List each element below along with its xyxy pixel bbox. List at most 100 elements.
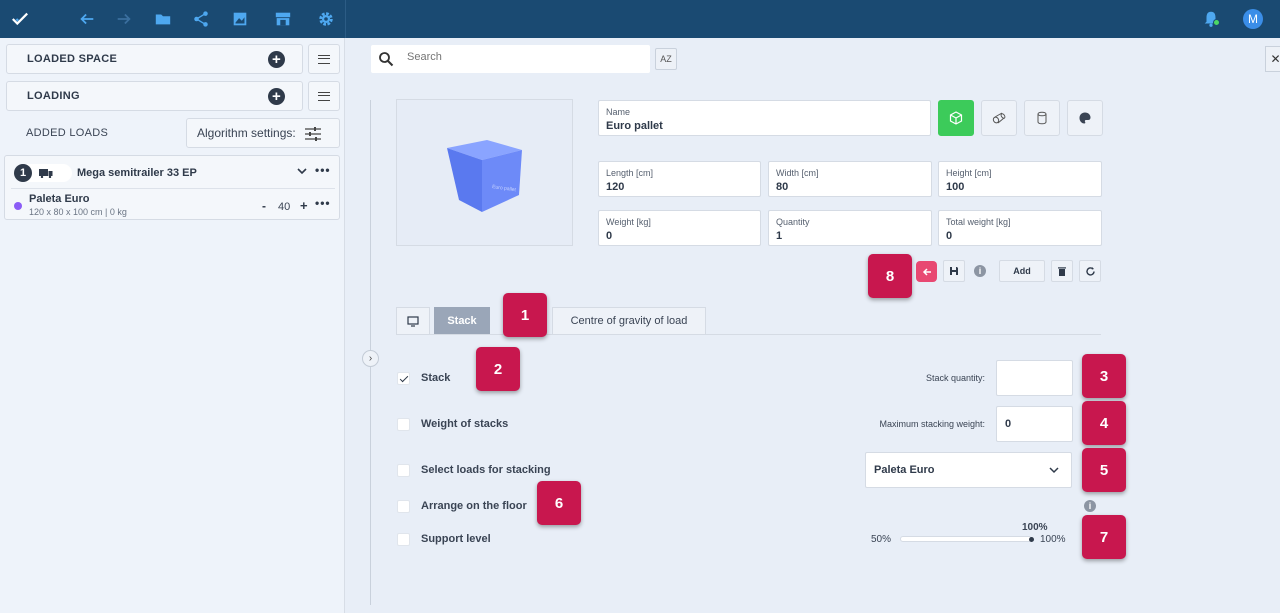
stack-checkbox[interactable] bbox=[397, 372, 410, 385]
stack-quantity-input[interactable] bbox=[996, 360, 1073, 396]
tab-centre-of-gravity[interactable]: Centre of gravity of load bbox=[552, 307, 706, 335]
cube-icon bbox=[949, 111, 963, 125]
stacking-load-select-value: Paleta Euro bbox=[874, 464, 935, 476]
avatar[interactable]: M bbox=[1243, 9, 1263, 29]
weight-of-stacks-label: Weight of stacks bbox=[421, 418, 509, 430]
search-box[interactable] bbox=[371, 45, 650, 73]
sliders-icon bbox=[305, 127, 321, 141]
delete-button[interactable] bbox=[1051, 260, 1073, 282]
info-icon[interactable]: i bbox=[974, 265, 986, 277]
chevron-down-icon bbox=[1049, 467, 1059, 474]
support-level-checkbox[interactable] bbox=[397, 533, 410, 546]
stack-quantity-label: Stack quantity: bbox=[925, 373, 985, 383]
increase-quantity-button[interactable]: + bbox=[300, 198, 308, 213]
max-stacking-weight-label: Maximum stacking weight: bbox=[879, 419, 985, 429]
total-weight-field[interactable]: Total weight [kg] 0 bbox=[938, 210, 1102, 246]
main-panel: AZ ✕ › Euro pallet Name Euro pallet Leng… bbox=[345, 38, 1280, 613]
image-icon[interactable] bbox=[230, 9, 250, 29]
slider-handle[interactable] bbox=[1029, 537, 1034, 542]
search-input[interactable] bbox=[407, 51, 637, 63]
gear-icon[interactable] bbox=[316, 9, 336, 29]
tab-view[interactable] bbox=[396, 307, 430, 335]
color-palette-button[interactable] bbox=[1067, 100, 1103, 136]
badge-8: 8 bbox=[868, 254, 912, 298]
load-name[interactable]: Paleta Euro bbox=[29, 193, 90, 205]
quantity-value: 1 bbox=[776, 230, 783, 242]
badge-7: 7 bbox=[1082, 515, 1126, 559]
select-loads-label: Select loads for stacking bbox=[421, 464, 551, 476]
expand-sidebar-button[interactable]: › bbox=[362, 350, 379, 367]
badge-2: 2 bbox=[476, 347, 520, 391]
algorithm-settings-button[interactable]: Algorithm settings: bbox=[186, 118, 340, 148]
height-value: 100 bbox=[946, 181, 965, 193]
loaded-space-label: LOADED SPACE bbox=[27, 53, 118, 65]
name-field[interactable]: Name Euro pallet bbox=[598, 100, 931, 136]
back-arrow-icon bbox=[922, 267, 931, 276]
loaded-space-menu-button[interactable] bbox=[308, 44, 340, 74]
add-button[interactable]: Add bbox=[999, 260, 1045, 282]
stacking-load-select[interactable]: Paleta Euro bbox=[865, 452, 1072, 488]
tab-stack[interactable]: Stack bbox=[434, 307, 490, 335]
vehicle-more-icon[interactable]: ••• bbox=[315, 163, 331, 177]
weight-of-stacks-checkbox[interactable] bbox=[397, 418, 410, 431]
quantity-label: Quantity bbox=[776, 217, 810, 227]
loading-menu-button[interactable] bbox=[308, 81, 340, 111]
load-color-dot bbox=[14, 202, 22, 210]
badge-3: 3 bbox=[1082, 354, 1126, 398]
close-icon[interactable]: ✕ bbox=[1265, 46, 1280, 72]
forward-arrow-icon[interactable] bbox=[114, 9, 134, 29]
max-stacking-weight-input[interactable]: 0 bbox=[996, 406, 1073, 442]
weight-label: Weight [kg] bbox=[606, 217, 651, 227]
save-button[interactable] bbox=[943, 260, 965, 282]
support-level-slider[interactable] bbox=[900, 536, 1032, 542]
length-value: 120 bbox=[606, 181, 625, 193]
logo-check-icon[interactable] bbox=[10, 9, 30, 29]
load-preview: Euro pallet bbox=[396, 99, 573, 246]
divider bbox=[11, 188, 335, 189]
box-label: Euro pallet bbox=[492, 184, 517, 193]
add-loading-icon[interactable]: + bbox=[268, 88, 285, 105]
cylinder-shape-button[interactable] bbox=[1024, 100, 1060, 136]
arrange-floor-label: Arrange on the floor bbox=[421, 500, 527, 512]
pipe-shape-button[interactable] bbox=[981, 100, 1017, 136]
loaded-space-row[interactable]: LOADED SPACE + bbox=[6, 44, 303, 74]
quantity-field[interactable]: Quantity 1 bbox=[768, 210, 932, 246]
menu-lines-icon bbox=[318, 91, 330, 101]
name-value: Euro pallet bbox=[606, 120, 663, 132]
back-arrow-icon[interactable] bbox=[77, 9, 97, 29]
total-weight-value: 0 bbox=[946, 230, 953, 242]
trash-icon bbox=[1058, 267, 1066, 276]
length-field[interactable]: Length [cm] 120 bbox=[598, 161, 761, 197]
badge-6: 6 bbox=[537, 481, 581, 525]
load-more-icon[interactable]: ••• bbox=[315, 196, 331, 210]
name-label: Name bbox=[606, 107, 631, 117]
box-shape-button[interactable] bbox=[938, 100, 974, 136]
share-icon[interactable] bbox=[191, 9, 211, 29]
chevron-down-icon[interactable] bbox=[297, 166, 307, 176]
width-field[interactable]: Width [cm] 80 bbox=[768, 161, 932, 197]
folder-icon[interactable] bbox=[153, 9, 173, 29]
vehicle-name: Mega semitrailer 33 EP bbox=[77, 167, 197, 179]
total-weight-label: Total weight [kg] bbox=[946, 217, 1011, 227]
loading-label: LOADING bbox=[27, 90, 80, 102]
store-icon[interactable] bbox=[273, 9, 293, 29]
back-button[interactable] bbox=[916, 261, 937, 282]
loading-row[interactable]: LOADING + bbox=[6, 81, 303, 111]
truck-icon bbox=[39, 169, 53, 178]
select-loads-checkbox[interactable] bbox=[397, 464, 410, 477]
vehicle-card[interactable]: 1 Mega semitrailer 33 EP ••• Paleta Euro… bbox=[4, 155, 340, 220]
height-field[interactable]: Height [cm] 100 bbox=[938, 161, 1102, 197]
sort-az-button[interactable]: AZ bbox=[655, 48, 677, 70]
palette-icon bbox=[1079, 112, 1091, 124]
sidebar: LOADED SPACE + LOADING + ADDED LOADS Alg… bbox=[0, 38, 345, 613]
add-loaded-space-icon[interactable]: + bbox=[268, 51, 285, 68]
topbar-divider bbox=[345, 0, 346, 38]
info-icon[interactable]: i bbox=[1084, 500, 1096, 512]
decrease-quantity-button[interactable]: - bbox=[262, 199, 266, 213]
arrange-floor-checkbox[interactable] bbox=[397, 500, 410, 513]
length-label: Length [cm] bbox=[606, 168, 654, 178]
weight-field[interactable]: Weight [kg] 0 bbox=[598, 210, 761, 246]
height-label: Height [cm] bbox=[946, 168, 992, 178]
added-loads-label: ADDED LOADS bbox=[26, 127, 109, 139]
refresh-button[interactable] bbox=[1079, 260, 1101, 282]
